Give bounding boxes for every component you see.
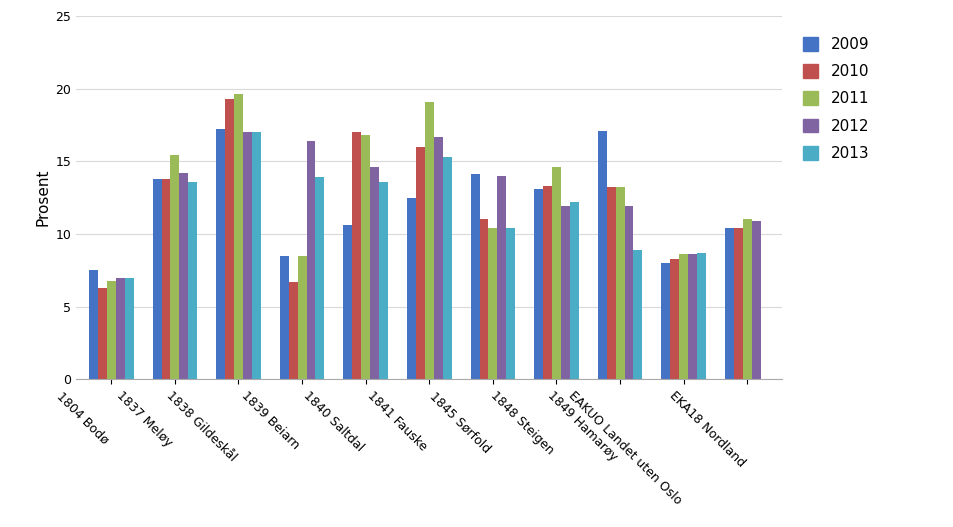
Bar — [687, 255, 697, 379]
Bar — [289, 282, 297, 379]
Bar — [697, 253, 705, 379]
Bar — [660, 263, 670, 379]
Bar — [552, 167, 560, 379]
Bar — [479, 219, 488, 379]
Bar — [179, 173, 188, 379]
Bar — [115, 278, 125, 379]
Bar — [378, 182, 388, 379]
Bar — [598, 131, 606, 379]
Bar — [751, 221, 760, 379]
Bar — [724, 228, 733, 379]
Bar — [297, 256, 306, 379]
Bar — [252, 132, 260, 379]
Bar — [279, 256, 289, 379]
Bar — [416, 147, 424, 379]
Bar — [670, 259, 679, 379]
Bar — [125, 278, 133, 379]
Bar — [434, 136, 442, 379]
Bar — [343, 225, 352, 379]
Legend: 2009, 2010, 2011, 2012, 2013: 2009, 2010, 2011, 2012, 2013 — [796, 31, 875, 167]
Bar — [225, 99, 233, 379]
Bar — [534, 189, 542, 379]
Bar — [407, 198, 416, 379]
Bar — [361, 135, 370, 379]
Bar — [733, 228, 742, 379]
Bar — [216, 129, 225, 379]
Bar — [233, 94, 243, 379]
Bar — [352, 132, 361, 379]
Bar — [506, 228, 515, 379]
Bar — [606, 188, 615, 379]
Bar — [542, 186, 552, 379]
Bar — [470, 174, 479, 379]
Bar — [188, 182, 197, 379]
Bar — [152, 179, 161, 379]
Bar — [633, 250, 641, 379]
Bar — [306, 141, 315, 379]
Bar — [442, 157, 451, 379]
Bar — [488, 228, 497, 379]
Bar — [742, 219, 751, 379]
Bar — [171, 155, 179, 379]
Bar — [315, 177, 324, 379]
Bar — [107, 280, 115, 379]
Bar — [497, 176, 506, 379]
Bar — [370, 167, 378, 379]
Bar — [615, 188, 624, 379]
Bar — [569, 202, 578, 379]
Bar — [98, 288, 107, 379]
Bar — [624, 207, 633, 379]
Bar — [560, 207, 569, 379]
Y-axis label: Prosent: Prosent — [35, 169, 50, 227]
Bar — [89, 270, 98, 379]
Bar — [424, 102, 434, 379]
Bar — [679, 255, 687, 379]
Bar — [243, 132, 252, 379]
Bar — [161, 179, 171, 379]
